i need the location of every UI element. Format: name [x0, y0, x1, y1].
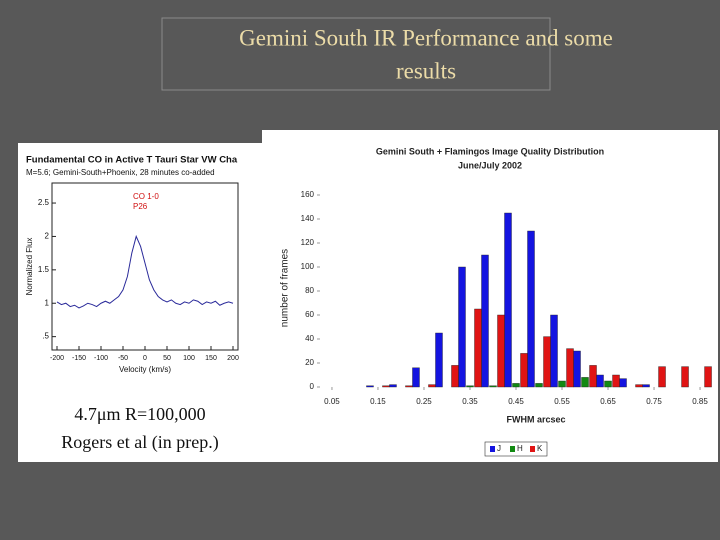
y-tick-label: 120 [301, 238, 315, 247]
legend-label: J [497, 444, 501, 453]
x-tick-label: 0.55 [554, 397, 570, 406]
bar [466, 385, 474, 388]
bar [481, 254, 489, 388]
bar [435, 332, 443, 388]
bar [581, 377, 589, 388]
bar [520, 353, 528, 388]
y-tick-label: 60 [305, 310, 314, 319]
caption: 4.7μm R=100,000 [74, 404, 205, 424]
bar [550, 314, 558, 388]
bar [474, 308, 482, 388]
caption-box [18, 398, 262, 462]
chart-title: Gemini South + Flamingos Image Quality D… [376, 146, 604, 156]
bar [535, 383, 543, 388]
x-tick-label: -50 [118, 355, 128, 362]
bar [412, 367, 420, 388]
x-tick-label: 0 [143, 355, 147, 362]
chart-title: Fundamental CO in Active T Tauri Star VW… [26, 155, 238, 166]
x-tick-label: -150 [72, 355, 86, 362]
y-tick-label: 80 [305, 286, 314, 295]
x-tick-label: 0.35 [462, 397, 478, 406]
caption: Rogers et al (in prep.) [61, 432, 218, 453]
y-tick-label: 2.5 [38, 198, 50, 207]
x-tick-label: 200 [227, 355, 239, 362]
legend-label: K [537, 444, 543, 453]
bar [451, 365, 459, 388]
bar [543, 336, 551, 388]
x-tick-label: 150 [205, 355, 217, 362]
annotation: P26 [133, 202, 148, 211]
bar [681, 366, 689, 388]
y-tick-label: 20 [305, 358, 314, 367]
x-tick-label: 0.25 [416, 397, 432, 406]
bar [512, 383, 520, 388]
y-tick-label: 2 [45, 232, 50, 241]
bar [596, 374, 604, 388]
y-tick-label: 100 [301, 262, 315, 271]
chart-subtitle: June/July 2002 [458, 160, 522, 170]
bar [573, 350, 581, 388]
legend-swatch [490, 446, 495, 452]
x-tick-label: 50 [163, 355, 171, 362]
y-tick-label: 40 [305, 334, 314, 343]
bar [566, 348, 574, 388]
slide-title: Gemini South IR Performance and some [239, 25, 613, 50]
bar [642, 384, 650, 388]
x-tick-label: 0.85 [692, 397, 708, 406]
bar [612, 374, 620, 388]
x-axis-label: Velocity (km/s) [119, 365, 171, 374]
bar [382, 385, 390, 388]
bar [366, 385, 374, 388]
bar [497, 314, 505, 388]
x-tick-label: 0.15 [370, 397, 386, 406]
chart-subtitle: M=5.6; Gemini-South+Phoenix, 28 minutes … [26, 168, 215, 177]
spectrum-line [56, 234, 234, 309]
legend-swatch [530, 446, 535, 452]
chart-panel [18, 143, 262, 398]
bar [527, 230, 535, 388]
legend-label: H [517, 444, 523, 453]
y-tick-label: 160 [301, 190, 315, 199]
legend-box [484, 441, 548, 457]
bar [635, 384, 643, 388]
legend-swatch [510, 446, 515, 452]
bar [428, 384, 436, 388]
x-tick-label: -100 [94, 355, 108, 362]
bar [389, 384, 397, 388]
bar [704, 366, 712, 388]
bar [619, 378, 627, 388]
x-tick-label: 0.05 [324, 397, 340, 406]
bar [405, 385, 413, 388]
bar [589, 365, 597, 388]
y-tick-label: 1.5 [38, 265, 50, 274]
y-tick-label: 0 [310, 382, 315, 391]
x-tick-label: -200 [50, 355, 64, 362]
y-axis-label: number of frames [280, 249, 291, 327]
bar [458, 266, 466, 388]
x-tick-label: 0.45 [508, 397, 524, 406]
slide-title: results [396, 58, 456, 83]
annotation: CO 1-0 [133, 192, 159, 201]
y-tick-label: .5 [42, 332, 49, 341]
x-tick-label: 0.75 [646, 397, 662, 406]
y-tick-label: 1 [45, 298, 50, 307]
x-tick-label: 0.65 [600, 397, 616, 406]
x-axis-label: FWHM arcsec [506, 414, 565, 424]
bar [558, 380, 566, 388]
bar [658, 366, 666, 388]
chart-panel [262, 130, 718, 462]
title-box [161, 17, 551, 91]
y-axis-label: Normalized Flux [25, 238, 34, 296]
y-tick-label: 140 [301, 214, 315, 223]
bar [489, 385, 497, 388]
bar [604, 380, 612, 388]
bar [504, 212, 512, 388]
x-tick-label: 100 [183, 355, 195, 362]
